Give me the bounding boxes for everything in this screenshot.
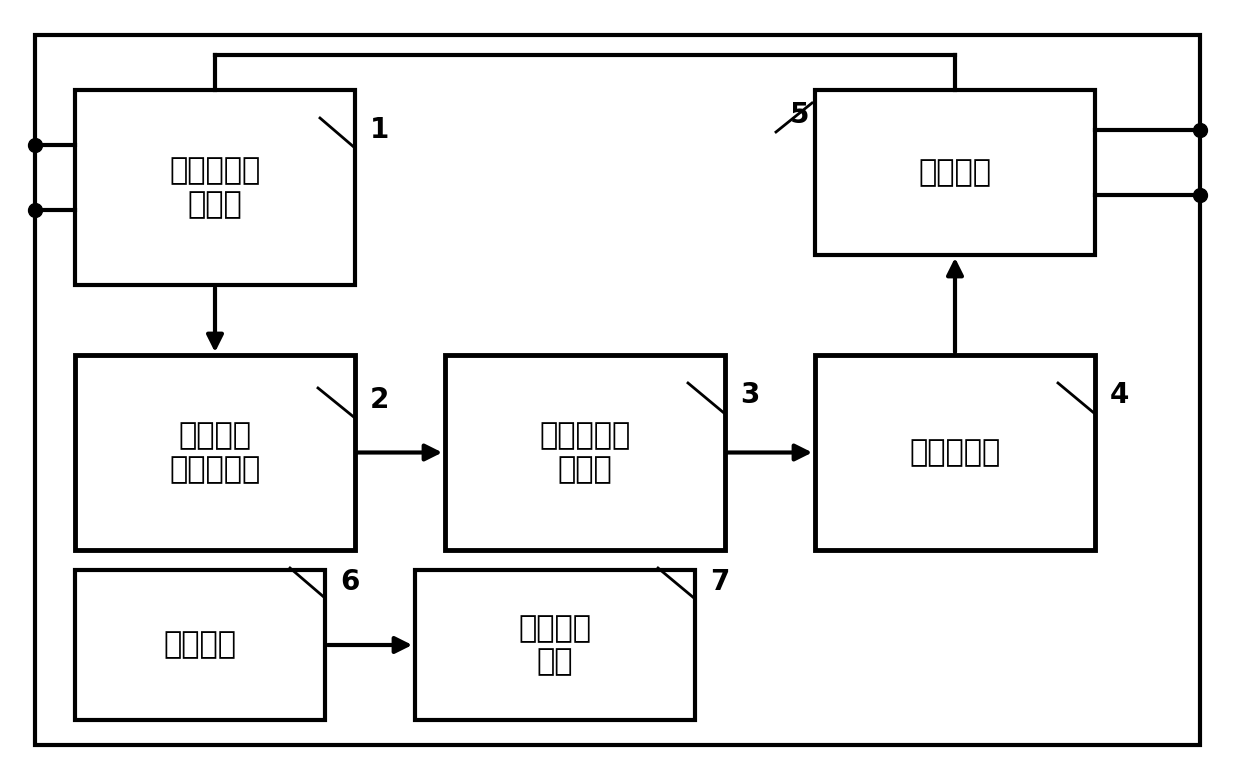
Text: 6: 6 <box>340 568 360 596</box>
Text: 1: 1 <box>370 116 389 144</box>
Bar <box>74 355 355 550</box>
Text: 心电信号采
集电路: 心电信号采 集电路 <box>170 156 260 219</box>
Text: 调控脉冲运
算模块: 调控脉冲运 算模块 <box>539 421 631 484</box>
Text: 信号分析
与诊断模块: 信号分析 与诊断模块 <box>170 421 260 484</box>
Bar <box>445 355 725 550</box>
Bar <box>415 570 694 720</box>
Bar <box>74 570 325 720</box>
Bar <box>815 355 1095 550</box>
Text: 输出电路: 输出电路 <box>919 158 992 187</box>
Text: 3: 3 <box>740 381 759 409</box>
Text: 5: 5 <box>790 101 810 129</box>
Text: 7: 7 <box>711 568 729 596</box>
Bar <box>815 90 1095 255</box>
Text: 4: 4 <box>1110 381 1130 409</box>
Bar <box>74 90 355 285</box>
Text: 纽扣电池: 纽扣电池 <box>164 630 237 659</box>
Text: 2: 2 <box>370 386 389 414</box>
Text: 电源管理
模块: 电源管理 模块 <box>518 614 591 677</box>
Text: 脉冲发生器: 脉冲发生器 <box>909 438 1001 467</box>
